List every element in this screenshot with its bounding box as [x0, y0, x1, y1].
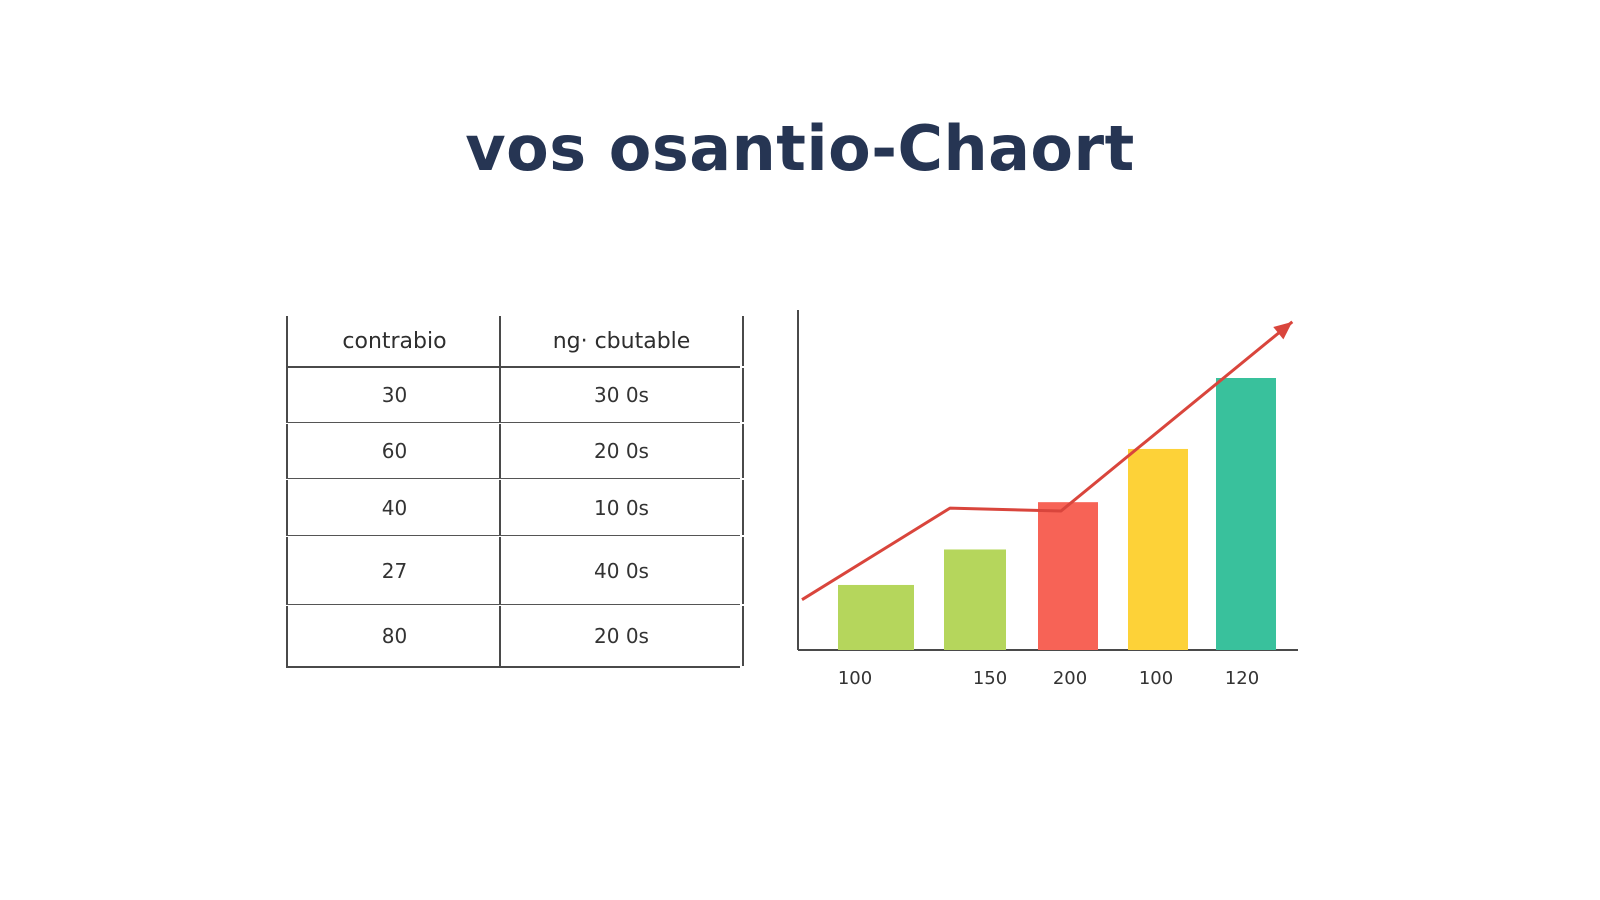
table-header-cell: ng· cbutable — [499, 316, 744, 366]
table-cell: 20 0s — [499, 606, 744, 666]
trend-line — [801, 320, 1294, 601]
table-bottom-border — [286, 666, 740, 668]
table-header-cell: contrabio — [286, 316, 501, 366]
bar — [1128, 448, 1188, 650]
chart-title: vos osantio-Chaort — [465, 112, 1135, 185]
table-cell: 20 0s — [499, 424, 744, 478]
bar — [944, 549, 1006, 650]
x-tick-label: 120 — [1225, 668, 1259, 689]
table-cell: 30 0s — [499, 368, 744, 422]
bar — [1216, 378, 1276, 650]
x-tick-label: 200 — [1053, 668, 1087, 689]
table-cell: 10 0s — [499, 480, 744, 535]
x-tick-label: 150 — [973, 668, 1007, 689]
table-cell: 40 0s — [499, 537, 744, 604]
table-cell: 40 — [286, 480, 501, 535]
table-cell: 60 — [286, 424, 501, 478]
bar-chart-svg: 100 150 200 100 120 — [797, 310, 1298, 689]
table-cell: 80 — [286, 606, 501, 666]
data-table: contrabio ng· cbutable 30 30 0s 60 20 0s… — [286, 316, 744, 668]
table-row: 27 40 0s — [286, 537, 744, 605]
table-cell: 27 — [286, 537, 501, 604]
table-header-row: contrabio ng· cbutable — [286, 316, 744, 368]
table-row: 40 10 0s — [286, 480, 744, 536]
trend-arrowhead-icon — [1273, 321, 1293, 340]
table-row: 60 20 0s — [286, 424, 744, 479]
bar — [1038, 502, 1098, 650]
bar-chart: 100 150 200 100 120 — [790, 310, 1310, 710]
bar — [838, 584, 914, 650]
x-tick-label: 100 — [1139, 668, 1173, 689]
table-row: 80 20 0s — [286, 606, 744, 666]
table-cell: 30 — [286, 368, 501, 422]
x-tick-label: 100 — [838, 668, 872, 689]
table-row: 30 30 0s — [286, 368, 744, 423]
